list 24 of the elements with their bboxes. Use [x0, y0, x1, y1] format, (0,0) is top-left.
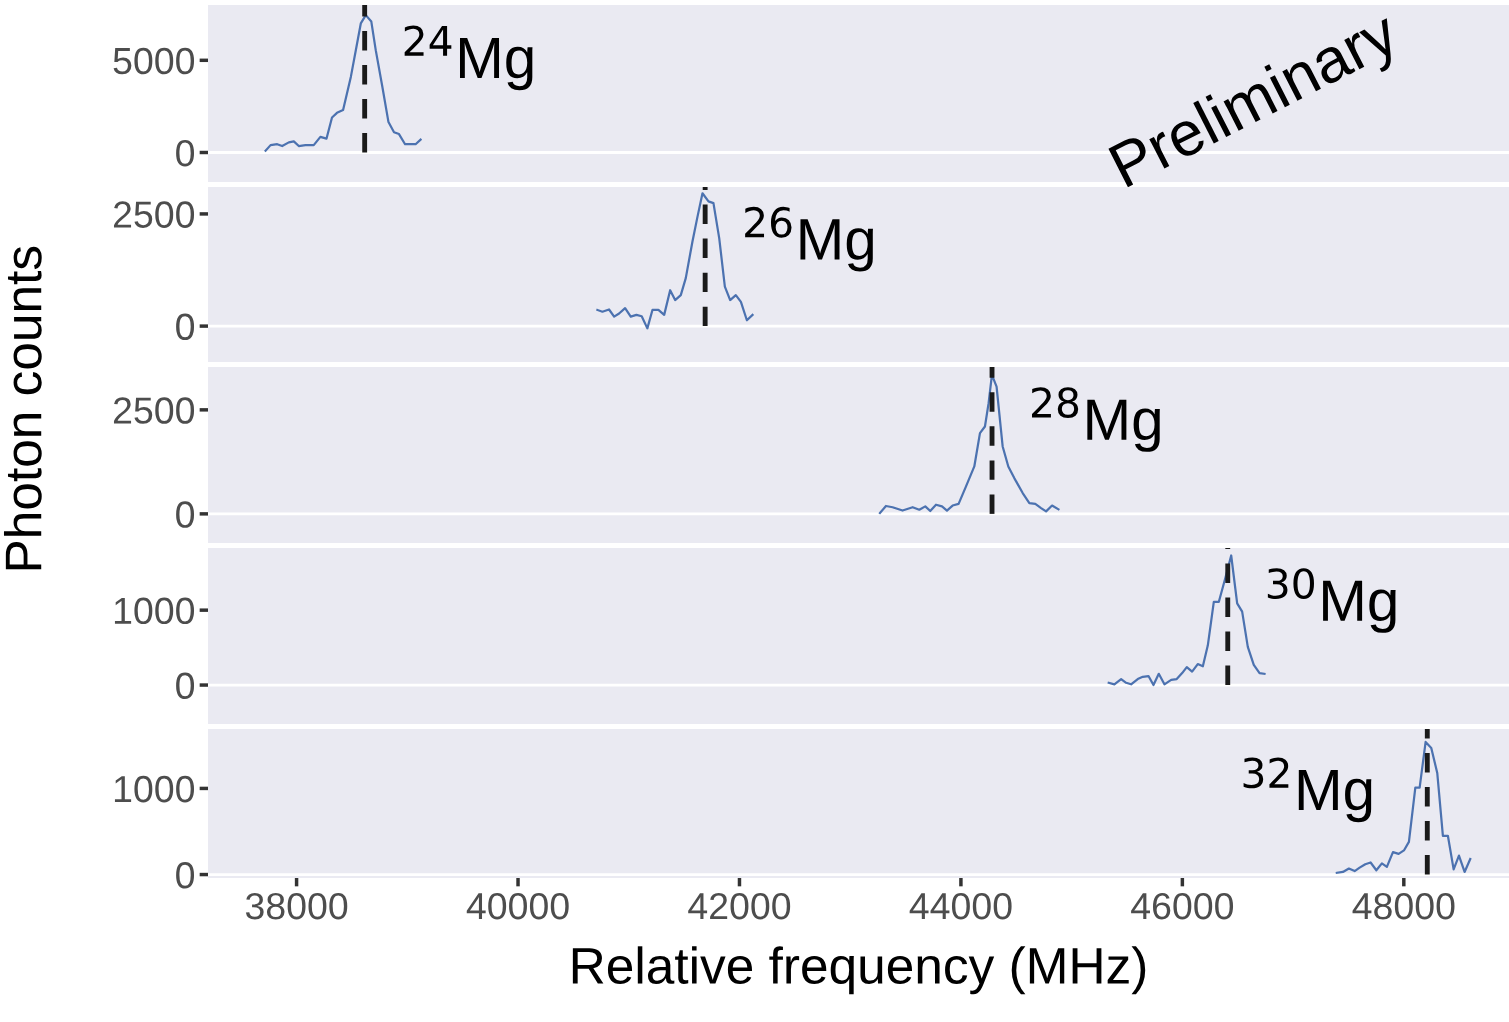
y-tick-label: 5000	[113, 47, 195, 75]
line-series	[1107, 554, 1266, 687]
x-tick-label: 44000	[909, 892, 1012, 920]
x-tick-label: 46000	[1131, 892, 1234, 920]
annotation: $^{28}$Mg	[1032, 387, 1160, 452]
y-tick-label: 0	[176, 501, 195, 528]
y-tick-label: 2500	[113, 397, 195, 424]
y-tick-label: 1000	[114, 597, 195, 625]
y-tick-label: 0	[176, 861, 195, 889]
annotation: $^{32}$Mg	[1243, 757, 1372, 823]
y-tick-label: 2500	[113, 201, 195, 228]
y-tick-label: 1000	[114, 775, 195, 803]
annotation: $^{30}$Mg	[1267, 568, 1396, 633]
y-tick-label: 0	[176, 139, 195, 167]
annotation: $^{24}$Mg	[404, 25, 533, 91]
y-tick-label: 0	[176, 672, 195, 700]
x-tick-label: 38000	[245, 892, 348, 920]
x-tick-label: 42000	[688, 892, 791, 920]
x-tick-label: 48000	[1352, 892, 1455, 920]
x-tick-label: 40000	[466, 892, 569, 920]
y-axis-title: Photon counts	[3, 246, 42, 570]
annotation: $^{26}$Mg	[745, 206, 873, 272]
y-tick-label: 0	[176, 313, 195, 341]
x-axis-title: Relative frequency (MHz)	[572, 946, 1146, 995]
